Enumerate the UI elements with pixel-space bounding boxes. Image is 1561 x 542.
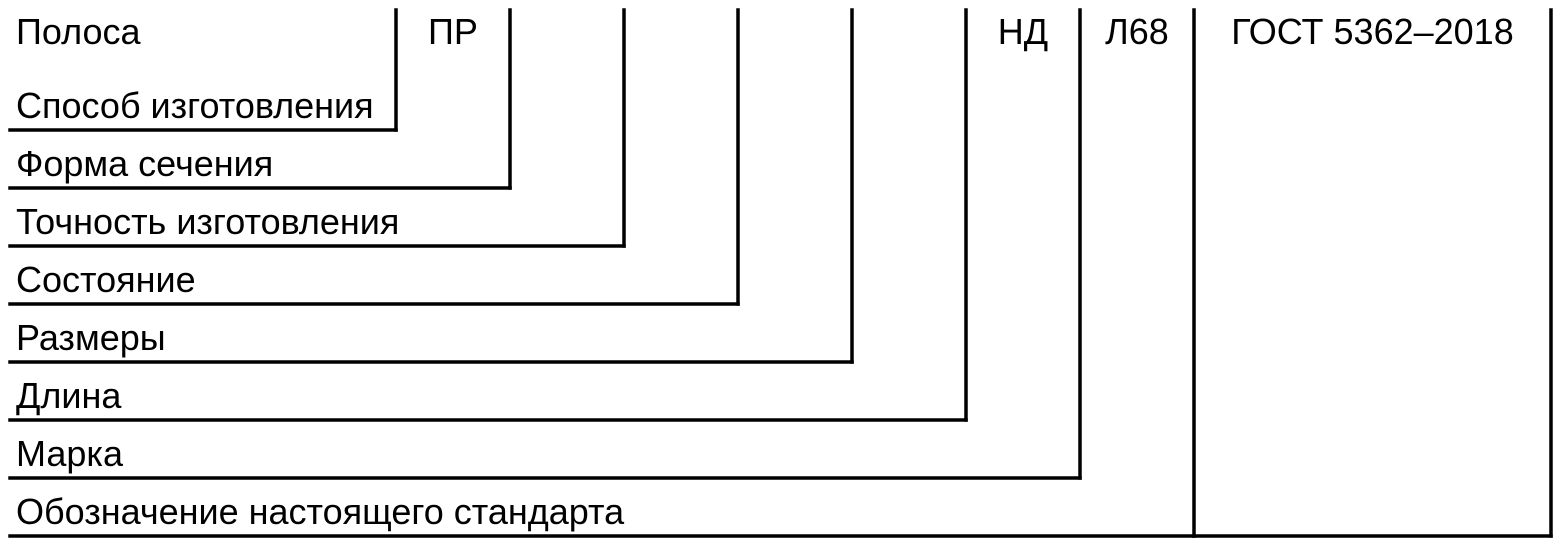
svg-text:Обозначение настоящего стандар: Обозначение настоящего стандарта — [16, 491, 625, 532]
svg-text:Размеры: Размеры — [16, 317, 166, 358]
svg-text:Способ изготовления: Способ изготовления — [16, 85, 374, 126]
diagram-svg: Полоса ПР НД Л68 ГОСТ 5362–2018 Способ изгото… — [0, 0, 1561, 542]
svg-text:НД: НД — [998, 11, 1048, 52]
svg-text:ПР: ПР — [428, 11, 478, 52]
svg-text:Полоса: Полоса — [16, 11, 142, 52]
svg-text:Длина: Длина — [16, 375, 122, 416]
svg-text:Состояние: Состояние — [16, 259, 196, 300]
svg-text:Марка: Марка — [16, 433, 124, 474]
svg-text:ГОСТ 5362–2018: ГОСТ 5362–2018 — [1231, 11, 1513, 52]
svg-text:Форма сечения: Форма сечения — [16, 143, 273, 184]
svg-text:Л68: Л68 — [1105, 11, 1169, 52]
designation-scheme: Полоса ПР НД Л68 ГОСТ 5362–2018 Способ изгото… — [0, 0, 1561, 542]
svg-text:Точность изготовления: Точность изготовления — [16, 201, 399, 242]
